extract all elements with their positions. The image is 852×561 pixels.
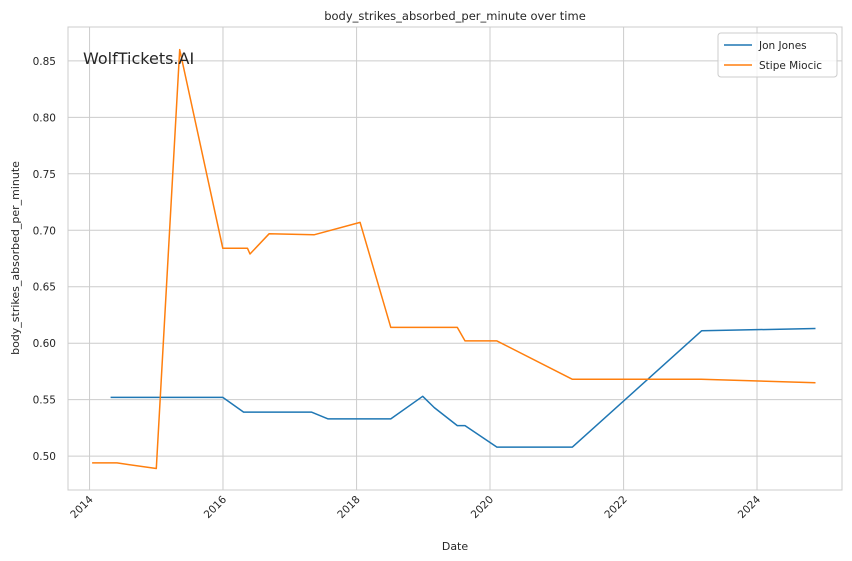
legend: Jon Jones Stipe Miocic: [717, 32, 838, 78]
plot-area: [68, 27, 842, 490]
legend-label-stipe-miocic: Stipe Miocic: [759, 60, 822, 72]
axes-frame: [67, 26, 843, 491]
y-tick-label: 0.75: [33, 169, 56, 181]
grid-lines: [68, 27, 842, 490]
x-axis-label: Date: [442, 540, 469, 553]
series-line-jon-jones: [110, 327, 816, 448]
watermark-text: WolfTickets.AI: [83, 49, 194, 68]
y-tick-label: 0.70: [33, 225, 56, 237]
y-tick-label: 0.85: [33, 56, 56, 68]
y-tick-label: 0.55: [33, 395, 56, 407]
y-axis-label: body_strikes_absorbed_per_minute: [9, 161, 22, 355]
legend-box: [717, 32, 838, 78]
y-tick-label: 0.60: [33, 338, 56, 350]
legend-label-jon-jones: Jon Jones: [758, 40, 807, 52]
y-tick-label: 0.80: [33, 112, 56, 124]
y-tick-label: 0.65: [33, 282, 56, 294]
series-lines: [92, 48, 816, 470]
chart-title: body_strikes_absorbed_per_minute over ti…: [324, 9, 586, 23]
series-line-stipe-miocic: [92, 48, 816, 470]
y-tick-label: 0.50: [33, 451, 56, 463]
y-axis-ticks: 0.50 0.55 0.60 0.65 0.70 0.75 0.80 0.85: [33, 56, 56, 463]
